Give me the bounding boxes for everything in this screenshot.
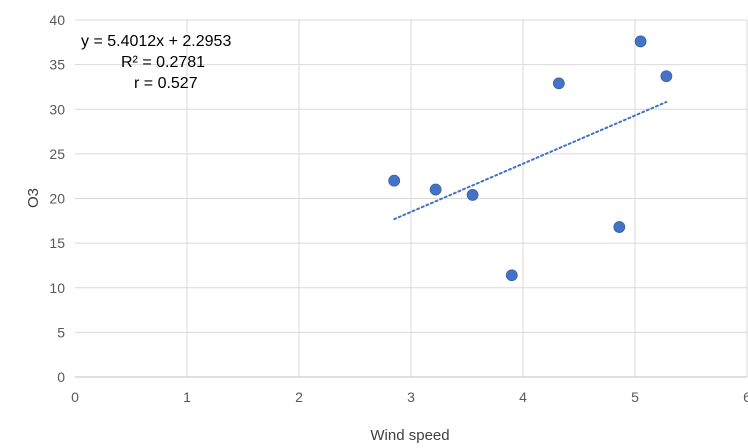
- equation-text: y = 5.4012x + 2.2953: [81, 33, 231, 50]
- x-tick-label: 3: [407, 389, 415, 405]
- tick-labels: 0 5 10 15 20 25 30 35 40 0 1 2 3 4 5 6: [49, 12, 748, 405]
- data-point: [634, 35, 647, 48]
- x-tick-label: 5: [631, 389, 639, 405]
- x-tick-label: 2: [295, 389, 303, 405]
- y-tick-label: 0: [57, 369, 65, 385]
- y-tick-label: 25: [49, 146, 65, 162]
- data-point: [505, 269, 518, 282]
- y-axis-title: O3: [25, 188, 42, 208]
- data-point: [660, 70, 673, 83]
- gridlines: [75, 19, 748, 377]
- y-tick-label: 30: [49, 101, 65, 117]
- y-tick-label: 5: [57, 324, 65, 340]
- y-tick-label: 15: [49, 235, 65, 251]
- x-tick-label: 0: [71, 389, 79, 405]
- regression-annotation: y = 5.4012x + 2.2953 R² = 0.2781 r = 0.5…: [81, 33, 231, 92]
- data-point: [613, 221, 626, 233]
- y-tick-label: 40: [49, 12, 65, 28]
- y-tick-label: 35: [49, 57, 65, 73]
- trendline-group: [393, 100, 668, 221]
- data-point: [466, 189, 479, 201]
- r-value-text: r = 0.527: [134, 75, 198, 92]
- y-tick-label: 10: [49, 280, 65, 296]
- x-tick-label: 1: [183, 389, 191, 405]
- x-tick-label: 4: [519, 389, 527, 405]
- data-point: [429, 183, 442, 196]
- data-point: [388, 174, 401, 187]
- data-points: [388, 35, 673, 282]
- y-tick-label: 20: [49, 191, 65, 207]
- x-axis-title: Wind speed: [370, 427, 449, 444]
- trendline: [393, 100, 668, 221]
- data-point: [552, 77, 565, 90]
- r-squared-text: R² = 0.2781: [121, 54, 205, 71]
- x-tick-label: 6: [743, 389, 748, 405]
